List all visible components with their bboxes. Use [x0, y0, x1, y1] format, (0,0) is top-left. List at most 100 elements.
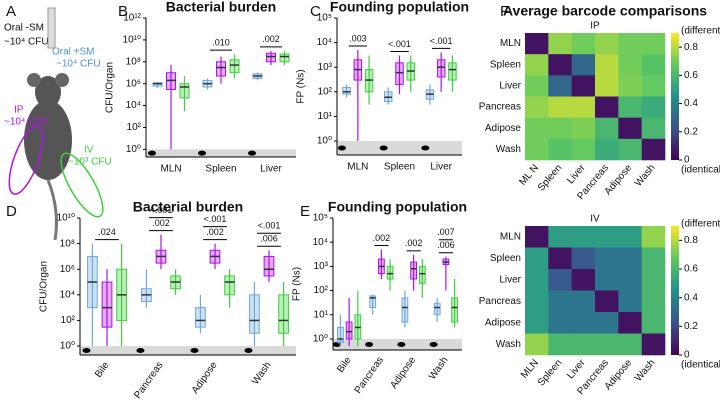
heatmap-cell: [571, 269, 596, 291]
colorbar-label: (identical): [681, 165, 720, 176]
heatmap-cell: [618, 312, 642, 334]
chart-title: Bacterial burden: [133, 199, 243, 215]
p-value: .007: [437, 227, 455, 237]
colorbar-tick-label: 0.2: [684, 126, 698, 137]
y-tick-label: 10¹²: [123, 13, 141, 24]
heatmap-cell: [618, 54, 642, 76]
colorbar: [671, 33, 679, 160]
colorbar-tick-label: 0.4: [684, 98, 698, 109]
heatmap-cell: [525, 226, 549, 248]
row-label: Pancreas: [479, 296, 521, 307]
heatmap-cell: [595, 96, 619, 118]
box: [401, 297, 409, 323]
y-axis-label: FP (Ns): [292, 267, 303, 301]
heatmap-cell: [618, 247, 642, 270]
heatmap-cell: [571, 96, 596, 118]
heatmap-cell: [548, 226, 572, 248]
heatmap-cell: [618, 96, 642, 118]
heatmap-cell: [641, 117, 666, 140]
box: [386, 265, 394, 280]
below-detection-marker: [244, 348, 253, 354]
heatmap-cell: [641, 33, 666, 55]
y-tick-label: 10³: [318, 62, 333, 73]
box: [279, 53, 290, 63]
mouse-ear: [27, 73, 41, 87]
colorbar-tick-label: 0.8: [684, 42, 698, 53]
heatmap-cell: [641, 269, 666, 291]
row-label: Adipose: [485, 317, 522, 328]
p-value: .002: [405, 238, 423, 248]
box: [433, 302, 441, 316]
label: Oral +SM: [52, 47, 95, 58]
y-axis-label: CFU/Organ: [39, 261, 50, 312]
heatmap-cell: [618, 33, 642, 55]
heatmap-cell: [641, 226, 666, 248]
x-tick-label: MLN: [160, 164, 181, 175]
heatmap-cell: [618, 138, 642, 161]
heatmap-cell: [548, 33, 572, 55]
label: ~10⁴ CFU: [56, 59, 101, 70]
label: Oral -SM: [4, 23, 44, 34]
box: [216, 61, 226, 77]
heatmap-cell: [595, 75, 619, 97]
below-detection-marker: [248, 150, 256, 156]
colorbar-label: (different): [681, 219, 720, 230]
heatmap-cell: [571, 333, 596, 356]
y-tick-label: 10⁸: [60, 238, 75, 249]
label: IP: [14, 105, 24, 116]
label: ~10⁴ CFU: [4, 37, 49, 48]
box: [152, 82, 163, 87]
y-axis-label: FP (Ns): [296, 69, 307, 103]
below-detection-marker: [190, 348, 199, 354]
box: [369, 295, 377, 308]
y-tick-label: 10⁰: [313, 334, 328, 345]
y-axis-label: CFU/Organ: [105, 62, 116, 113]
y-tick-label: 10⁵: [317, 13, 332, 24]
row-label: Adipose: [485, 123, 522, 134]
row-label: Spleen: [490, 59, 521, 70]
heatmap-cell: [525, 138, 549, 161]
below-detection-marker: [429, 341, 438, 347]
heatmap-cell: [618, 333, 642, 356]
box: [101, 281, 113, 328]
box: [179, 83, 190, 99]
chart-subtitle: IP: [590, 21, 600, 32]
heatmap-cell: [548, 290, 572, 313]
heatmap-cell: [548, 247, 572, 270]
colorbar-tick-label: 0.6: [684, 264, 698, 275]
mouse-tail: [46, 179, 58, 241]
heatmap-cell: [525, 312, 549, 334]
heatmap-cell: [571, 33, 596, 55]
panel-label: B: [118, 3, 128, 20]
x-tick-label: Liver: [430, 162, 452, 173]
box: [224, 275, 235, 296]
p-value: .002: [206, 227, 224, 237]
detection-band: [80, 346, 296, 355]
column-label: Wash: [633, 358, 658, 384]
heatmap-cell: [618, 75, 642, 97]
heatmap-cell: [571, 290, 596, 313]
heatmap-cell: [641, 290, 666, 313]
y-tick-label: 10²: [314, 285, 329, 296]
p-value: <.001: [388, 39, 411, 49]
y-tick-label: 10⁶: [126, 78, 141, 89]
y-tick-label: 10⁴: [317, 37, 332, 48]
heatmap-cell: [548, 333, 572, 356]
heatmap-cell: [525, 54, 549, 76]
heatmap-cell: [571, 312, 596, 334]
column-label: Wash: [633, 163, 658, 189]
panel-label: A: [6, 3, 16, 20]
p-value: <.001: [204, 214, 227, 224]
panel-a: A Oral -SM ~10⁴ CFU Oral +SM ~10⁴ CFU IP…: [4, 3, 112, 241]
heatmap-cell: [595, 138, 619, 161]
box: [229, 59, 240, 74]
row-label: MLN: [500, 38, 521, 49]
box: [418, 265, 426, 284]
label: ~10³ CFU: [68, 157, 112, 168]
row-label: Spleen: [490, 253, 521, 264]
heatmap-cell: [571, 117, 596, 140]
p-value: .002: [152, 218, 170, 228]
heatmap-cell: [571, 138, 596, 161]
x-tick-label: Wash: [250, 360, 273, 387]
box: [342, 86, 351, 95]
